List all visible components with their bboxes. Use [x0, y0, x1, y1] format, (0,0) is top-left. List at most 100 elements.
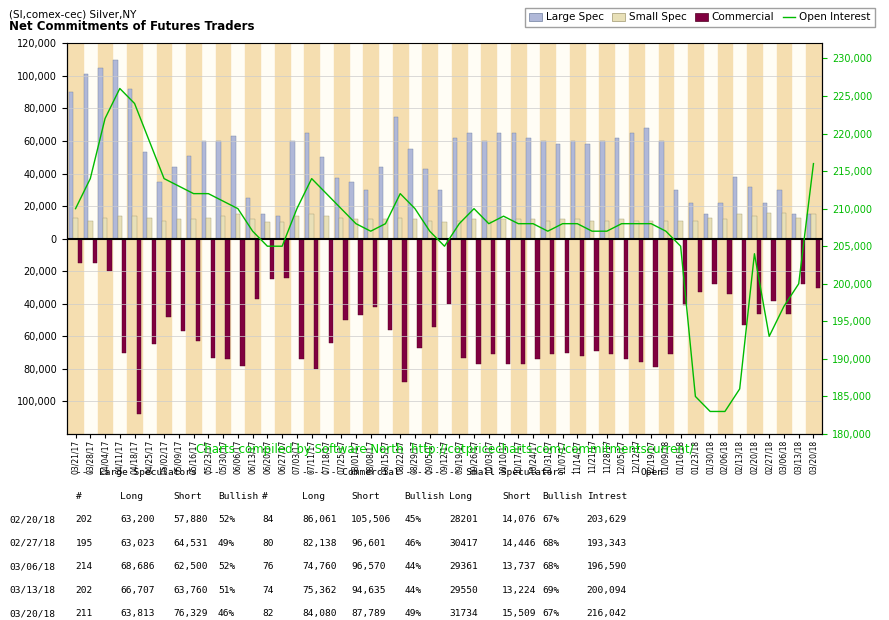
Text: (SI,comex-cec) Silver,NY: (SI,comex-cec) Silver,NY [9, 9, 136, 19]
Bar [206, 218, 211, 239]
Text: Short: Short [173, 492, 202, 501]
Text: --- Large Speculators ---: --- Large Speculators --- [76, 468, 220, 477]
Bar [166, 239, 171, 317]
Bar [187, 156, 191, 239]
Bar [280, 223, 284, 239]
Bar [403, 239, 407, 382]
Bar [560, 219, 565, 239]
Bar [717, 43, 733, 434]
Text: 66,707: 66,707 [120, 586, 155, 595]
Bar [575, 219, 580, 239]
Text: 49%: 49% [218, 539, 235, 548]
Bar [757, 239, 761, 314]
Bar [491, 239, 495, 354]
Text: #: # [262, 492, 268, 501]
Bar [801, 239, 805, 284]
Text: 202: 202 [76, 515, 92, 525]
Bar [452, 43, 467, 434]
Bar [763, 203, 767, 239]
Bar [329, 239, 333, 343]
Bar [147, 218, 151, 239]
Bar [137, 239, 141, 414]
Bar [383, 219, 388, 239]
Text: 68%: 68% [542, 539, 559, 548]
Text: 63,813: 63,813 [120, 609, 155, 619]
Text: Bullish: Bullish [404, 492, 444, 501]
Bar [595, 239, 598, 351]
Text: 74: 74 [262, 586, 274, 595]
Text: -- Small Speculators --: -- Small Speculators -- [449, 468, 581, 477]
Bar [526, 138, 531, 239]
Bar [88, 221, 92, 239]
Bar [752, 216, 757, 239]
Bar [216, 43, 230, 434]
Bar [772, 239, 776, 301]
Bar [92, 239, 97, 263]
Bar [231, 136, 236, 239]
Text: 76: 76 [262, 562, 274, 572]
Bar [660, 141, 664, 239]
Text: #: # [76, 492, 81, 501]
Bar [520, 239, 525, 364]
Text: Long: Long [449, 492, 472, 501]
Text: 57,880: 57,880 [173, 515, 208, 525]
Text: 84: 84 [262, 515, 274, 525]
Bar [742, 239, 747, 325]
Bar [84, 74, 88, 239]
Bar [162, 221, 166, 239]
Text: 46%: 46% [218, 609, 235, 619]
Bar [428, 221, 432, 239]
Bar [246, 198, 251, 239]
Bar [186, 43, 201, 434]
Bar [624, 239, 629, 359]
Bar [806, 43, 821, 434]
Bar [156, 43, 172, 434]
Bar [225, 239, 229, 359]
Bar [546, 221, 550, 239]
Text: 82,138: 82,138 [302, 539, 337, 548]
Bar [364, 43, 378, 434]
Bar [609, 239, 613, 354]
Text: 67%: 67% [542, 609, 559, 619]
Text: 52%: 52% [218, 515, 235, 525]
Bar [320, 157, 324, 239]
Text: 96,601: 96,601 [351, 539, 386, 548]
Bar [245, 43, 260, 434]
Bar [324, 216, 329, 239]
Bar [443, 223, 446, 239]
Text: 211: 211 [76, 609, 92, 619]
Bar [77, 239, 82, 263]
Bar [669, 239, 672, 354]
Bar [68, 43, 83, 434]
Bar [202, 141, 206, 239]
Bar [309, 215, 314, 239]
Bar [723, 219, 727, 239]
Bar [786, 239, 790, 314]
Bar [68, 92, 73, 239]
Text: 49%: 49% [404, 609, 421, 619]
Text: Net Commitments of Futures Traders: Net Commitments of Futures Traders [9, 20, 254, 33]
Bar [629, 43, 644, 434]
Bar [571, 141, 575, 239]
Bar [276, 216, 280, 239]
Text: Charts compiled by Software North  http://cotpricecharts.com/commitmentscurrent/: Charts compiled by Software North http:/… [196, 443, 693, 456]
Bar [117, 216, 122, 239]
Text: 68%: 68% [542, 562, 559, 572]
Bar [334, 179, 339, 239]
Text: 45%: 45% [404, 515, 421, 525]
Bar [127, 43, 142, 434]
Legend: Large Spec, Small Spec, Commercial, Open Interest: Large Spec, Small Spec, Commercial, Open… [525, 8, 875, 27]
Bar [275, 43, 290, 434]
Bar [217, 141, 220, 239]
Bar [240, 239, 244, 366]
Text: 74,760: 74,760 [302, 562, 337, 572]
Text: Long: Long [302, 492, 325, 501]
Bar [304, 43, 319, 434]
Bar [497, 133, 501, 239]
Bar [113, 60, 117, 239]
Bar [580, 239, 584, 356]
Bar [251, 219, 255, 239]
Text: 76,329: 76,329 [173, 609, 208, 619]
Text: 94,635: 94,635 [351, 586, 386, 595]
Bar [369, 219, 372, 239]
